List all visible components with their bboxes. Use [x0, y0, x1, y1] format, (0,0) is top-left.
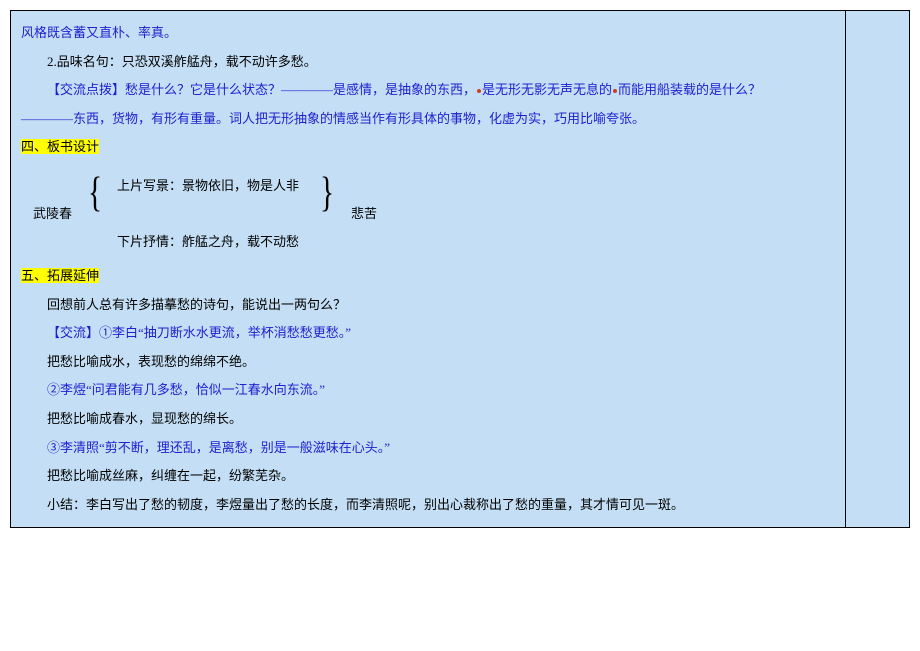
section4-heading: 四、板书设计: [21, 133, 835, 162]
diagram-bottom-line: 下片抒情：舴艋之舟，载不动愁: [117, 228, 299, 257]
brace-left-icon: {: [88, 172, 102, 214]
ext-jl1: 【交流】①李白“抽刀断水水更流，举杯消愁愁更愁。”: [21, 319, 835, 348]
document-page: 风格既含蓄又直朴、率真。 2.品味名句：只恐双溪舴艋舟，载不动许多愁。 【交流点…: [10, 10, 910, 528]
board-diagram: 武陵春 { 上片写景：景物依旧，物是人非 下片抒情：舴艋之舟，载不动愁 } 悲苦: [21, 166, 835, 256]
ext-summary: 小结：李白写出了愁的韧度，李煜量出了愁的长度，而李清照呢，别出心裁称出了愁的重量…: [21, 491, 835, 520]
brace-right-icon: }: [320, 172, 334, 214]
jiaoliu-label: 【交流点拨】: [47, 82, 125, 97]
ext-p3: 把愁比喻成春水，显现愁的绵长。: [21, 405, 835, 434]
jiaoliu-dianbo: 【交流点拨】愁是什么？它是什么状态？————是感情，是抽象的东西， 是无形无影无声…: [21, 76, 835, 105]
ext-jl2: ②李煜“问君能有几多愁，恰似一江春水向东流。”: [21, 376, 835, 405]
jiaoliu-text-a: 愁是什么？它是什么状态？————是感情，是抽象的东西，: [125, 82, 476, 97]
section4-heading-text: 四、板书设计: [21, 139, 99, 154]
jiaoliu-text-b: 是无形无影无声无息的: [482, 82, 612, 97]
style-line: 风格既含蓄又直朴、率真。: [21, 19, 835, 48]
red-dot-icon: [613, 89, 617, 93]
ext-jl3: ③李清照“剪不断，理还乱，是离愁，别是一般滋味在心头。”: [21, 434, 835, 463]
diagram-right-label: 悲苦: [351, 200, 377, 229]
section5-heading: 五、拓展延伸: [21, 262, 835, 291]
layout-table: 风格既含蓄又直朴、率真。 2.品味名句：只恐双溪舴艋舟，载不动许多愁。 【交流点…: [10, 10, 910, 528]
jiaoliu-text-c: 而能用船装载的是什么？: [618, 82, 761, 97]
ext-p2: 把愁比喻成水，表现愁的绵绵不绝。: [21, 348, 835, 377]
jiaoliu-label-2: 【交流】: [47, 325, 99, 340]
side-cell: [846, 11, 910, 528]
main-cell: 风格既含蓄又直朴、率真。 2.品味名句：只恐双溪舴艋舟，载不动许多愁。 【交流点…: [11, 11, 846, 528]
diagram-left-label: 武陵春: [33, 200, 72, 229]
section5-heading-text: 五、拓展延伸: [21, 268, 99, 283]
diagram-top-line: 上片写景：景物依旧，物是人非: [117, 172, 299, 201]
quote-line: 2.品味名句：只恐双溪舴艋舟，载不动许多愁。: [21, 48, 835, 77]
ext-question: 回想前人总有许多描摹愁的诗句，能说出一两句么？: [21, 291, 835, 320]
ext-jl1-text: ①李白“抽刀断水水更流，举杯消愁愁更愁。”: [99, 325, 351, 340]
ext-p4: 把愁比喻成丝麻，纠缠在一起，纷繁芜杂。: [21, 462, 835, 491]
red-dot-icon: [477, 89, 481, 93]
jiaoliu-continued: ————东西，货物，有形有重量。词人把无形抽象的情感当作有形具体的事物，化虚为实…: [21, 105, 835, 134]
